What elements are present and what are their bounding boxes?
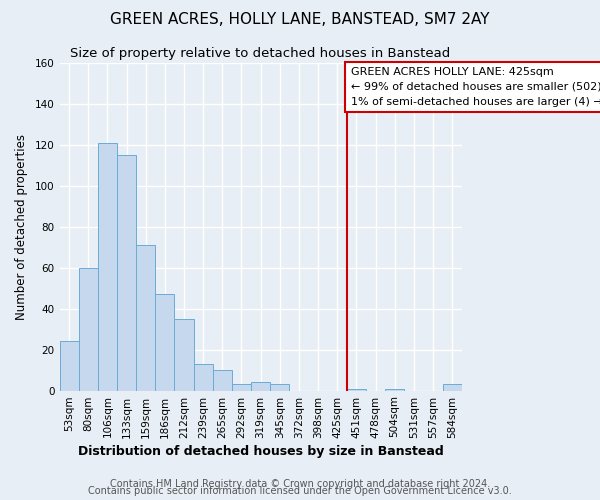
Bar (270, 384, 289, 390)
Bar (347, 388, 366, 390)
Title: Size of property relative to detached houses in Banstead: Size of property relative to detached ho… (70, 48, 451, 60)
Bar (136, 245, 155, 390)
Bar (251, 382, 270, 390)
Bar (232, 384, 251, 390)
Y-axis label: Number of detached properties: Number of detached properties (15, 134, 28, 320)
Bar (385, 388, 404, 390)
Bar (117, 155, 136, 390)
Bar (98, 143, 117, 390)
Bar (443, 384, 461, 390)
Bar (194, 364, 213, 390)
X-axis label: Distribution of detached houses by size in Banstead: Distribution of detached houses by size … (78, 444, 443, 458)
Bar (79, 268, 98, 390)
Bar (155, 294, 175, 390)
Text: Contains public sector information licensed under the Open Government Licence v3: Contains public sector information licen… (88, 486, 512, 496)
Text: Contains HM Land Registry data © Crown copyright and database right 2024.: Contains HM Land Registry data © Crown c… (110, 479, 490, 489)
Text: GREEN ACRES, HOLLY LANE, BANSTEAD, SM7 2AY: GREEN ACRES, HOLLY LANE, BANSTEAD, SM7 2… (110, 12, 490, 28)
Bar (175, 319, 194, 390)
Text: GREEN ACRES HOLLY LANE: 425sqm
← 99% of detached houses are smaller (502)
1% of : GREEN ACRES HOLLY LANE: 425sqm ← 99% of … (350, 67, 600, 106)
Bar (213, 370, 232, 390)
Bar (59, 342, 79, 390)
